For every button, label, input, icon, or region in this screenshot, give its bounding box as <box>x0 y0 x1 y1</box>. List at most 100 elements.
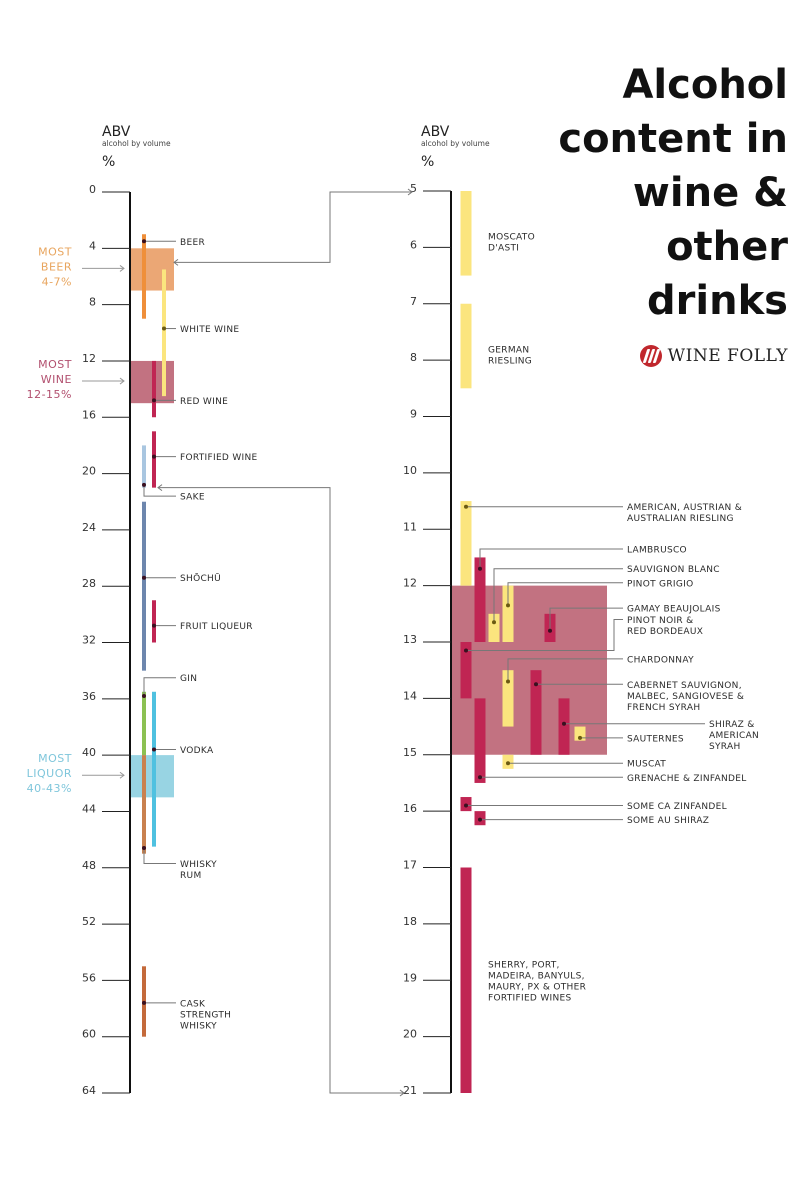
series-label: FRUIT LIQUEUR <box>180 622 253 632</box>
series-label: SOME CA ZINFANDEL <box>627 802 727 812</box>
y-tick-label: 56 <box>82 971 96 984</box>
series-label: VODKA <box>180 746 214 756</box>
y-tick-label: 16 <box>403 802 417 815</box>
range-bar <box>488 613 500 642</box>
axis-unit: % <box>421 154 434 170</box>
series-label: RIESLING <box>488 356 532 366</box>
y-tick-label: 11 <box>403 520 417 533</box>
series-label: AMERICAN, AUSTRIAN & <box>627 503 742 513</box>
series-label: LAMBRUSCO <box>627 545 687 555</box>
range-bar <box>474 698 486 783</box>
leader-line <box>143 677 176 696</box>
y-tick-label: 32 <box>82 634 96 647</box>
y-tick-label: 4 <box>89 239 96 252</box>
series-label: GRENACHE & ZINFANDEL <box>627 774 747 784</box>
band-label: BEER <box>41 260 72 273</box>
range-bar <box>460 303 472 389</box>
band-label: MOST <box>38 752 72 765</box>
series-label: SAKE <box>180 493 205 503</box>
series-label: MAURY, PX & OTHER <box>488 982 586 992</box>
y-tick-label: 64 <box>82 1084 96 1097</box>
range-bar <box>142 691 146 756</box>
leader-dot <box>142 575 146 580</box>
y-tick-label: 5 <box>410 182 417 195</box>
y-tick-label: 18 <box>403 915 417 928</box>
y-tick-label: 28 <box>82 577 96 590</box>
range-bar <box>152 360 156 418</box>
leader-dot <box>506 679 510 684</box>
zoom-arrow-head <box>157 484 163 492</box>
series-label: SHŌCHŪ <box>180 573 221 584</box>
zoom-arrow-head <box>173 258 179 266</box>
zoom-arrow-head <box>399 1089 405 1097</box>
series-label: CABERNET SAUVIGNON, <box>627 681 742 691</box>
y-tick-label: 14 <box>403 689 417 702</box>
range-bar <box>502 585 514 642</box>
series-label: FRENCH SYRAH <box>627 703 700 713</box>
leader-dot <box>152 398 156 403</box>
series-label: PINOT GRIGIO <box>627 579 693 589</box>
range-bar <box>152 600 156 643</box>
series-label: STRENGTH <box>180 1010 231 1020</box>
leader-line <box>549 607 623 631</box>
y-tick-label: 12 <box>403 577 417 590</box>
leader-dot <box>152 454 156 459</box>
leader-line <box>507 658 623 682</box>
band-arrow-head <box>119 771 125 779</box>
band-label: WINE <box>41 373 72 386</box>
range-bar <box>162 269 166 397</box>
axis-unit: % <box>102 154 115 170</box>
series-label: SHERRY, PORT, <box>488 960 560 970</box>
leader-dot <box>492 620 496 625</box>
y-tick-label: 40 <box>82 746 96 759</box>
leader-dot <box>562 721 566 726</box>
series-label: MOSCATO <box>488 233 535 243</box>
y-tick-label: 0 <box>89 183 96 196</box>
axis-title: ABV <box>102 124 131 140</box>
zoom-connector-top <box>174 191 412 263</box>
y-tick-label: 12 <box>82 352 96 365</box>
leader-line <box>143 484 176 497</box>
range-bar <box>460 867 472 1093</box>
axis-subtitle: alcohol by volume <box>421 139 490 148</box>
leader-dot <box>142 1000 146 1005</box>
band-label: LIQUOR <box>27 767 72 780</box>
series-label: RED BORDEAUX <box>627 627 703 637</box>
y-tick-label: 24 <box>82 521 96 534</box>
series-label: FORTIFIED WINES <box>488 993 572 1003</box>
leader-dot <box>142 482 146 487</box>
title-line: drinks <box>647 278 788 324</box>
leader-dot <box>506 603 510 608</box>
leader-line <box>466 618 623 651</box>
leader-dot <box>548 628 552 633</box>
series-label: AMERICAN <box>709 731 759 741</box>
series-label: WHISKY <box>180 1021 217 1031</box>
series-label: SAUVIGNON BLANC <box>627 565 720 575</box>
band-arrow-head <box>119 377 125 385</box>
y-tick-label: 15 <box>403 746 417 759</box>
leader-dot <box>142 693 146 698</box>
leader-dot <box>478 817 482 822</box>
range-bar <box>460 642 472 699</box>
series-label: GERMAN <box>488 345 529 355</box>
series-label: MADEIRA, BANYULS, <box>488 971 585 981</box>
brand-name: WINE FOLLY <box>667 346 788 366</box>
leader-dot <box>152 747 156 752</box>
series-label: SOME AU SHIRAZ <box>627 816 709 826</box>
leader-dot <box>506 761 510 766</box>
range-bar <box>474 557 486 642</box>
zoom-connector-bottom <box>158 487 404 1094</box>
leader-line <box>479 548 623 569</box>
series-label: SYRAH <box>709 742 741 752</box>
range-bar <box>142 501 146 671</box>
band-label: 12-15% <box>27 388 72 401</box>
leader-dot <box>152 623 156 628</box>
y-tick-label: 52 <box>82 915 96 928</box>
series-label: RUM <box>180 871 202 881</box>
y-tick-label: 44 <box>82 802 96 815</box>
series-label: FORTIFIED WINE <box>180 453 258 463</box>
leader-line <box>493 568 623 623</box>
title-line: other <box>666 224 788 270</box>
series-label: PINOT NOIR & <box>627 616 693 626</box>
